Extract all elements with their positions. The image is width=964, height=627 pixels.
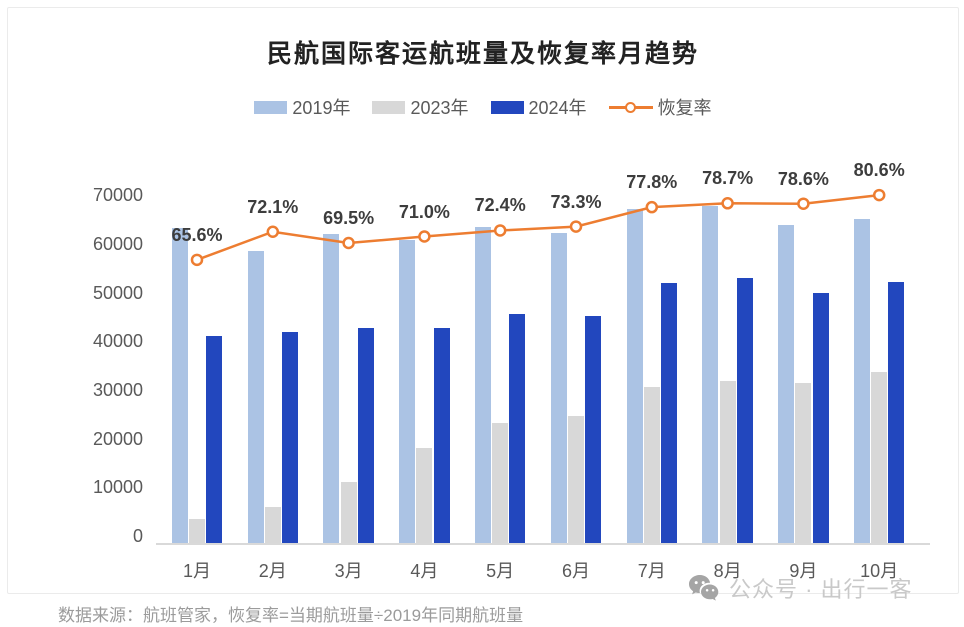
recovery-label-m3: 69.5% [323, 207, 375, 228]
x-tick-m10: 10月 [860, 561, 899, 581]
legend-item-2: 2023年 [372, 94, 469, 120]
bar-y2023-m2 [264, 507, 281, 543]
x-tick-m6: 6月 [561, 561, 590, 581]
recovery-label-m2: 72.1% [247, 196, 299, 217]
legend-item-3: 2024年 [490, 94, 587, 120]
wechat-badge-label: 公众号 · 出行一客 [729, 577, 913, 602]
legend-label: 2024年 [528, 98, 587, 118]
recovery-label-m4: 71.0% [398, 201, 450, 222]
recovery-marker-m10 [872, 188, 886, 202]
legend-swatch-icon [254, 100, 288, 114]
recovery-label-m1: 65.6% [171, 224, 223, 245]
recovery-label-m10: 80.6% [853, 160, 905, 181]
recovery-marker-m5 [493, 224, 507, 237]
bar-y2019-m5 [475, 227, 491, 543]
recovery-marker-m1 [190, 253, 204, 267]
bar-y2024-m1 [206, 336, 223, 543]
bar-y2019-m7 [626, 209, 643, 543]
bar-y2019-m2 [247, 250, 264, 543]
bar-y2024-m9 [812, 292, 829, 543]
bar-y2023-m5 [492, 422, 509, 543]
x-tick-m8: 8月 [713, 561, 742, 581]
bar-y2019-m6 [550, 232, 567, 543]
legend-swatch-icon [490, 100, 524, 114]
bar-y2023-m9 [795, 383, 812, 543]
recovery-label-m6: 73.3% [550, 191, 602, 212]
recovery-marker-m4 [418, 230, 431, 243]
chart-card: 民航国际客运航班量及恢复率月趋势 2019年 2023年 2024年 恢复率 0 100… [7, 7, 959, 594]
bar-y2023-m10 [871, 371, 888, 543]
recovery-label-m7: 77.8% [626, 172, 678, 193]
bar-y2019-m10 [854, 219, 870, 543]
recovery-marker-m7 [645, 200, 659, 214]
plot-area: 65.6% 72.1% 69.5% 71.0% 72.4% 73.3% 77.8% 78.7%… [156, 160, 930, 545]
bar-y2024-m8 [736, 278, 753, 543]
bar-y2023-m4 [416, 448, 433, 543]
y-tick-50000: 50000 [92, 282, 143, 303]
legend-item-1: 2019年 [254, 94, 350, 120]
bar-y2023-m1 [189, 518, 205, 543]
bar-y2024-m4 [433, 327, 450, 543]
recovery-marker-m8 [721, 197, 734, 210]
x-tick-m7: 7月 [637, 561, 666, 581]
recovery-marker-m6 [569, 220, 583, 233]
bar-y2024-m3 [357, 328, 374, 543]
bar-y2019-m4 [399, 239, 416, 543]
recovery-line-layer [190, 188, 886, 267]
wechat-badge: 公众号 · 出行一客 [688, 572, 913, 604]
bar-y2024-m7 [661, 283, 677, 543]
x-tick-m3: 3月 [334, 561, 363, 581]
wechat-icon [688, 574, 720, 602]
bar-y2019-m1 [171, 227, 188, 543]
bar-y2024-m5 [509, 314, 526, 543]
legend-swatch-icon [372, 100, 406, 114]
bar-y2024-m6 [585, 315, 602, 543]
recovery-marker-m2 [266, 225, 280, 239]
legend-label: 2023年 [410, 98, 469, 118]
x-tick-m4: 4月 [410, 561, 439, 581]
y-tick-0: 0 [132, 526, 143, 546]
y-tick-60000: 60000 [92, 234, 143, 254]
bar-y2023-m8 [719, 381, 736, 543]
bar-y2023-m7 [643, 387, 660, 543]
legend-label: 恢复率 [657, 98, 712, 118]
x-tick-m2: 2月 [258, 561, 287, 581]
legend-line-marker-icon [608, 101, 653, 114]
bar-y2019-m3 [323, 234, 340, 543]
y-tick-70000: 70000 [92, 185, 143, 206]
legend-item-4: 恢复率 [608, 94, 712, 120]
bar-y2019-m8 [702, 205, 719, 543]
legend-label: 2019年 [292, 98, 351, 118]
recovery-label-m8: 78.7% [702, 168, 754, 189]
recovery-label-m5: 72.4% [474, 195, 526, 216]
recovery-label-m9: 78.6% [777, 168, 829, 189]
y-tick-20000: 20000 [92, 428, 143, 449]
bar-y2023-m6 [568, 415, 584, 543]
y-tick-10000: 10000 [92, 477, 143, 498]
y-tick-40000: 40000 [92, 331, 143, 352]
bar-y2023-m3 [340, 481, 357, 543]
y-tick-30000: 30000 [92, 380, 143, 400]
x-tick-m5: 5月 [486, 561, 515, 581]
bar-y2024-m2 [282, 332, 298, 543]
recovery-marker-m3 [342, 236, 355, 250]
bar-y2019-m9 [778, 224, 795, 543]
recovery-marker-m9 [797, 197, 810, 210]
source-note: 数据来源：航班管家，恢复率=当期航班量÷2019年同期航班量 [58, 606, 524, 625]
recovery-line [196, 193, 880, 261]
bar-y2024-m10 [888, 282, 905, 543]
chart-title: 民航国际客运航班量及恢复率月趋势 [266, 40, 699, 68]
x-tick-m1: 1月 [182, 561, 211, 581]
x-tick-m9: 9月 [789, 561, 818, 581]
legend: 2019年 2023年 2024年 恢复率 [8, 94, 958, 120]
